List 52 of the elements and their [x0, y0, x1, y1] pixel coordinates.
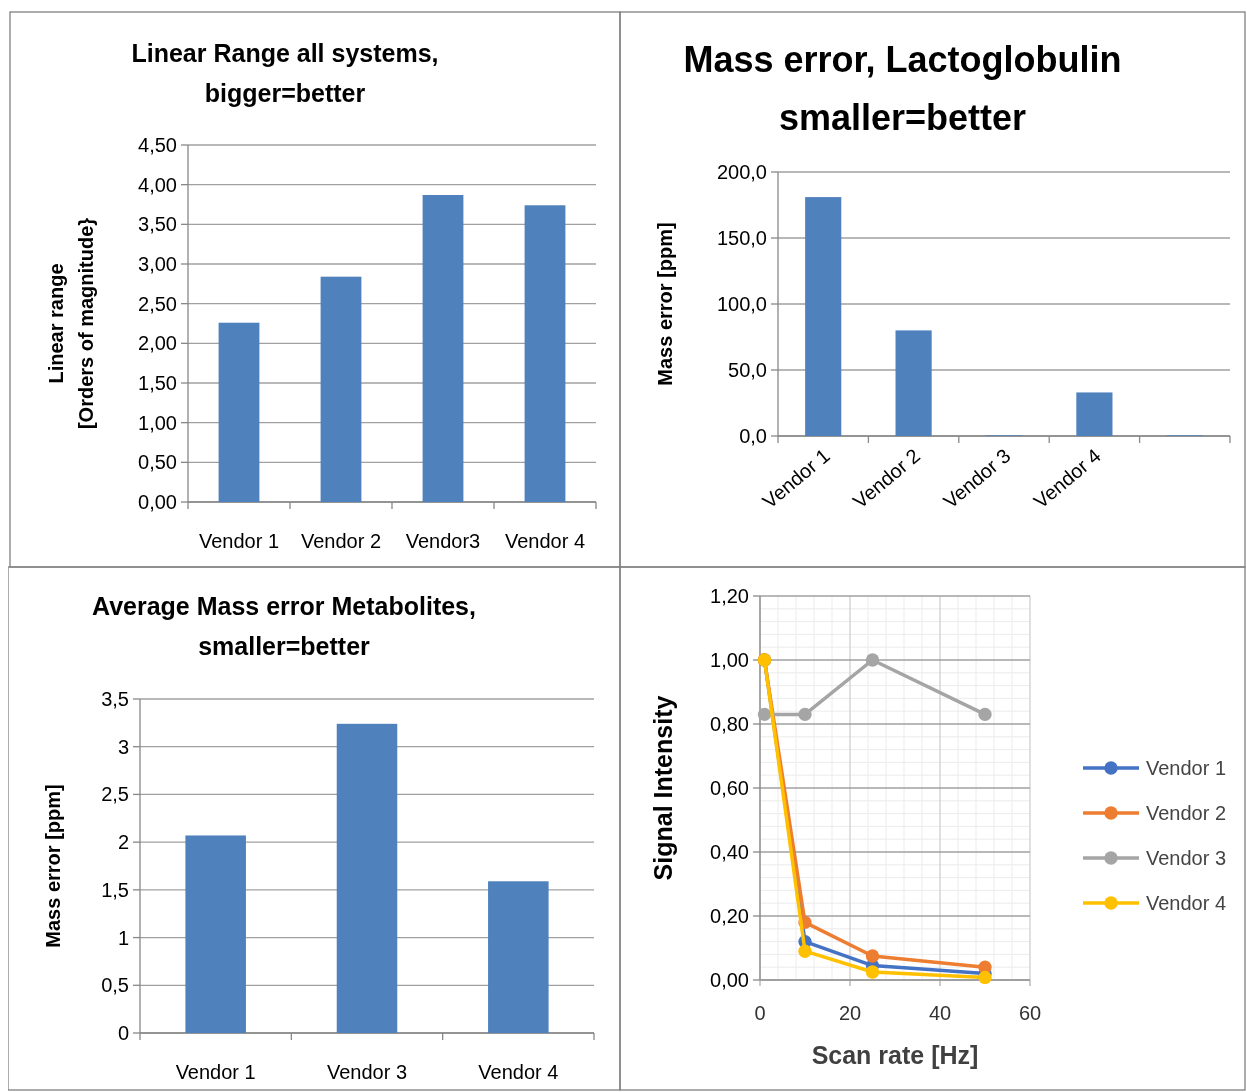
y-tick-label: 100,0 — [716, 293, 767, 315]
y-tick-label: 1,00 — [138, 411, 177, 434]
x-tick-label: 60 — [1018, 1002, 1042, 1024]
y-tick-label: 150,0 — [716, 227, 767, 249]
y-tick-label: 0,20 — [710, 905, 749, 927]
x-tick-label: Vendor 4 — [504, 530, 586, 552]
y-tick-label: 0,00 — [710, 969, 749, 991]
y-tick-label: 1,00 — [710, 649, 749, 671]
y-tick-label: 0,0 — [739, 425, 767, 447]
y-tick-label: 2 — [117, 831, 129, 854]
legend-label: Vendor 2 — [1146, 802, 1227, 824]
y-axis-title: Mass error [ppm] — [654, 222, 676, 386]
x-tick-label: 20 — [838, 1002, 862, 1024]
y-tick-label: 1,50 — [138, 372, 177, 394]
x-tick-label: 40 — [928, 1002, 952, 1024]
y-tick-label: 0,00 — [138, 491, 177, 513]
y-tick-label: 2,5 — [101, 783, 129, 806]
x-tick-label: Vendor3 — [405, 530, 481, 552]
y-tick-label: 200,0 — [716, 161, 767, 183]
y-tick-label: 3,50 — [138, 213, 177, 236]
x-axis-title: Scan rate [Hz] — [811, 1041, 979, 1069]
x-tick-label: Vendor 1 — [198, 530, 280, 552]
y-axis-title: Mass error [ppm] — [42, 784, 64, 948]
y-tick-label: 0,60 — [710, 777, 749, 799]
y-tick-label: 3 — [117, 735, 129, 758]
y-tick-label: 0,80 — [710, 713, 749, 735]
y-tick-label: 1,20 — [710, 585, 749, 607]
y-tick-label: 4,00 — [138, 173, 177, 196]
x-tick-label: Vendor 1 — [175, 1061, 256, 1083]
y-axis-title: Linear range [Orders of magnitude} — [45, 217, 97, 430]
x-tick-label: Vendor 2 — [300, 530, 382, 552]
legend-label: Vendor 3 — [1146, 847, 1227, 869]
chart-title: Mass error, Lactoglobulin smaller=better — [683, 39, 1122, 138]
y-tick-label: 3,00 — [138, 253, 177, 275]
y-tick-label: 2,00 — [138, 332, 177, 355]
legend-label: Vendor 1 — [1146, 757, 1227, 779]
x-tick-label: Vendor 3 — [326, 1061, 408, 1083]
y-tick-label: 0,40 — [710, 841, 749, 863]
y-tick-label: 1,5 — [101, 878, 129, 901]
y-tick-label: 1 — [117, 926, 129, 949]
y-tick-label: 2,50 — [138, 292, 177, 315]
y-tick-label: 3,5 — [101, 688, 129, 710]
y-tick-label: 4,50 — [138, 134, 177, 156]
y-tick-label: 0 — [117, 1022, 129, 1044]
legend-label: Vendor 4 — [1146, 892, 1227, 914]
chart-title: Linear Range all systems, bigger=better — [131, 39, 439, 107]
chart-title: Average Mass error Metabolites, smaller=better — [92, 592, 476, 660]
y-tick-label: 0,5 — [101, 974, 129, 997]
y-tick-label: 50,0 — [728, 359, 767, 381]
y-axis-title: Signal Intensity — [649, 695, 677, 881]
x-tick-label: Vendor 4 — [478, 1061, 559, 1083]
y-tick-label: 0,50 — [138, 451, 177, 474]
